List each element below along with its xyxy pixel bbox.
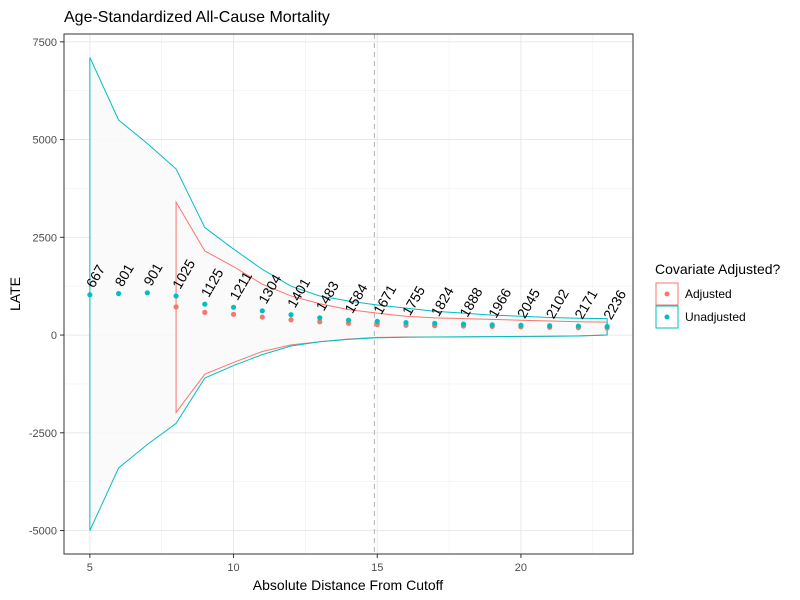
confidence-band-lines xyxy=(89,57,608,531)
legend-item-adjusted: Adjusted xyxy=(655,282,732,306)
band-outline-unadjusted xyxy=(89,57,608,531)
point-unadjusted xyxy=(87,292,93,298)
legend-dot-unadjusted xyxy=(664,314,670,320)
confidence-ribbons xyxy=(89,57,608,531)
point-unadjusted xyxy=(317,315,323,321)
data-points xyxy=(87,290,610,331)
point-unadjusted xyxy=(230,304,237,310)
point-unadjusted xyxy=(144,290,150,296)
point-unadjusted xyxy=(518,322,524,328)
point-unadjusted xyxy=(202,301,208,307)
point-unadjusted xyxy=(259,308,265,314)
point-adjusted xyxy=(230,311,237,317)
x-axis-title: Absolute Distance From Cutoff xyxy=(253,577,443,593)
point-adjusted xyxy=(259,314,265,320)
point-unadjusted xyxy=(575,323,581,329)
point-adjusted xyxy=(202,309,208,315)
legend-dot-adjusted xyxy=(664,291,670,297)
point-unadjusted xyxy=(116,291,122,297)
point-unadjusted xyxy=(460,321,467,327)
y-tick-label: -2500 xyxy=(29,428,57,440)
point-unadjusted xyxy=(604,323,610,330)
point-adjusted xyxy=(173,304,179,310)
legend-title: Covariate Adjusted? xyxy=(655,261,781,277)
plot-panel-border xyxy=(63,33,634,555)
x-axis-ticks: 5 10 15 20 xyxy=(87,554,527,574)
legend: Covariate Adjusted? Adjusted Unadjusted xyxy=(655,261,781,329)
legend-item-unadjusted: Unadjusted xyxy=(655,305,746,329)
x-tick-label: 20 xyxy=(515,562,527,574)
y-tick-label: -5000 xyxy=(29,526,57,538)
x-tick-label: 15 xyxy=(371,562,383,574)
x-tick-label: 10 xyxy=(227,562,239,574)
y-axis-title: LATE xyxy=(7,277,23,311)
x-tick-label: 5 xyxy=(87,562,93,574)
point-unadjusted xyxy=(288,312,294,318)
point-unadjusted xyxy=(345,317,352,323)
point-adjusted xyxy=(317,319,323,325)
y-axis-ticks: -5000 -2500 0 2500 5000 7500 xyxy=(29,37,64,538)
point-unadjusted xyxy=(173,293,179,299)
point-unadjusted xyxy=(489,322,495,328)
legend-label-adjusted: Adjusted xyxy=(685,287,732,301)
y-tick-label: 5000 xyxy=(33,135,57,147)
point-adjusted xyxy=(288,317,294,323)
point-unadjusted xyxy=(374,318,380,324)
y-tick-label: 0 xyxy=(51,330,57,342)
point-unadjusted xyxy=(432,320,438,326)
y-tick-label: 7500 xyxy=(33,37,57,49)
chart-title: Age-Standardized All-Cause Mortality xyxy=(64,9,330,26)
ribbon-unadjusted xyxy=(89,57,608,531)
y-tick-label: 2500 xyxy=(33,232,57,244)
point-unadjusted xyxy=(547,323,553,329)
point-unadjusted xyxy=(403,319,409,326)
legend-label-unadjusted: Unadjusted xyxy=(685,310,746,324)
